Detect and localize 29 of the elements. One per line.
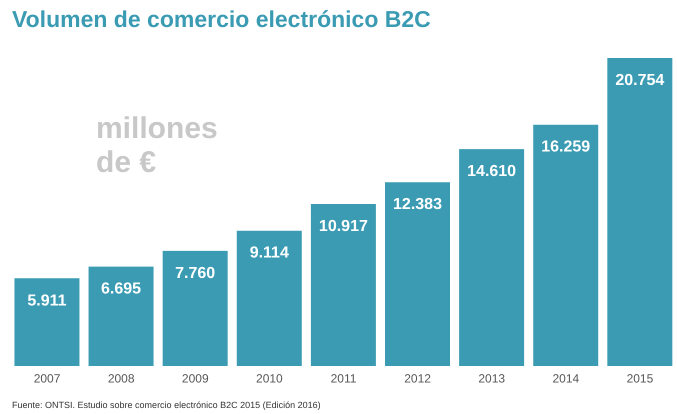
- bar: [310, 204, 376, 366]
- bar: [607, 58, 672, 366]
- x-tick-label: 2013: [478, 372, 506, 386]
- x-tick-label: 2009: [182, 372, 209, 386]
- x-tick-label: 2012: [404, 372, 432, 386]
- source-note: Fuente: ONTSI. Estudio sobre comercio electrónico B2C 2015 (Edición 2016): [12, 400, 321, 410]
- x-tick-label: 2008: [108, 372, 135, 386]
- chart-title: Volumen de comercio electrónico B2C: [12, 6, 431, 33]
- x-tick-label: 2010: [256, 372, 284, 386]
- data-label: 10.917: [318, 218, 368, 235]
- x-tick-label: 2015: [626, 372, 654, 386]
- bar: [236, 230, 302, 366]
- bar: [162, 250, 228, 366]
- bar: [459, 149, 524, 366]
- bar: [14, 278, 80, 366]
- x-tick-label: 2007: [34, 372, 61, 386]
- bar: [385, 182, 450, 366]
- data-label: 5.911: [27, 292, 67, 310]
- x-tick-label: 2014: [552, 372, 580, 386]
- data-label: 7.760: [175, 264, 216, 282]
- data-label: 12.383: [393, 196, 442, 214]
- bar: [88, 266, 154, 366]
- x-tick-label: 2011: [330, 372, 357, 386]
- data-label: 14.610: [467, 163, 516, 180]
- data-label: 6.695: [101, 280, 142, 298]
- data-label: 9.114: [250, 244, 289, 262]
- data-label: 20.754: [615, 72, 664, 89]
- data-label: 16.259: [541, 138, 590, 156]
- bar: [533, 124, 598, 366]
